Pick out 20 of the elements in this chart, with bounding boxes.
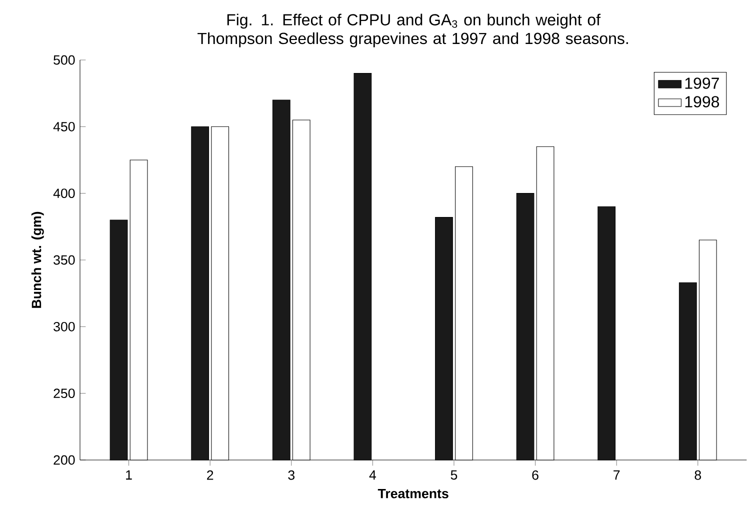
legend-label: 1998 <box>685 96 720 108</box>
y-tick-label: 400 <box>53 188 75 198</box>
x-axis-title: Treatments <box>378 489 448 498</box>
y-tick-label: 350 <box>54 255 75 265</box>
y-tick-label: 450 <box>53 122 75 132</box>
legend-label: 1997 <box>685 78 719 90</box>
y-tick-label: 300 <box>54 322 75 332</box>
x-tick-label: 1 <box>126 470 132 480</box>
x-tick-label: 3 <box>288 470 295 480</box>
y-tick-label: 200 <box>54 455 75 465</box>
x-tick-label: 5 <box>450 470 458 480</box>
y-tick-label: 250 <box>54 388 75 398</box>
x-tick-label: 8 <box>694 470 702 480</box>
chart-title: Fig. 1. Effect of CPPU and GA$_{3}$ on bunch weight of Thompson Seedless grapevines at 1997 and 1998 seasons. <box>198 14 628 48</box>
x-tick-label: 4 <box>369 470 376 480</box>
y-tick-label: 500 <box>54 55 75 65</box>
x-tick-label: 2 <box>207 470 214 480</box>
x-tick-label: 6 <box>532 470 538 480</box>
y-axis-title: Bunch wt. (gm) <box>31 212 44 308</box>
x-tick-label: 7 <box>614 470 620 480</box>
